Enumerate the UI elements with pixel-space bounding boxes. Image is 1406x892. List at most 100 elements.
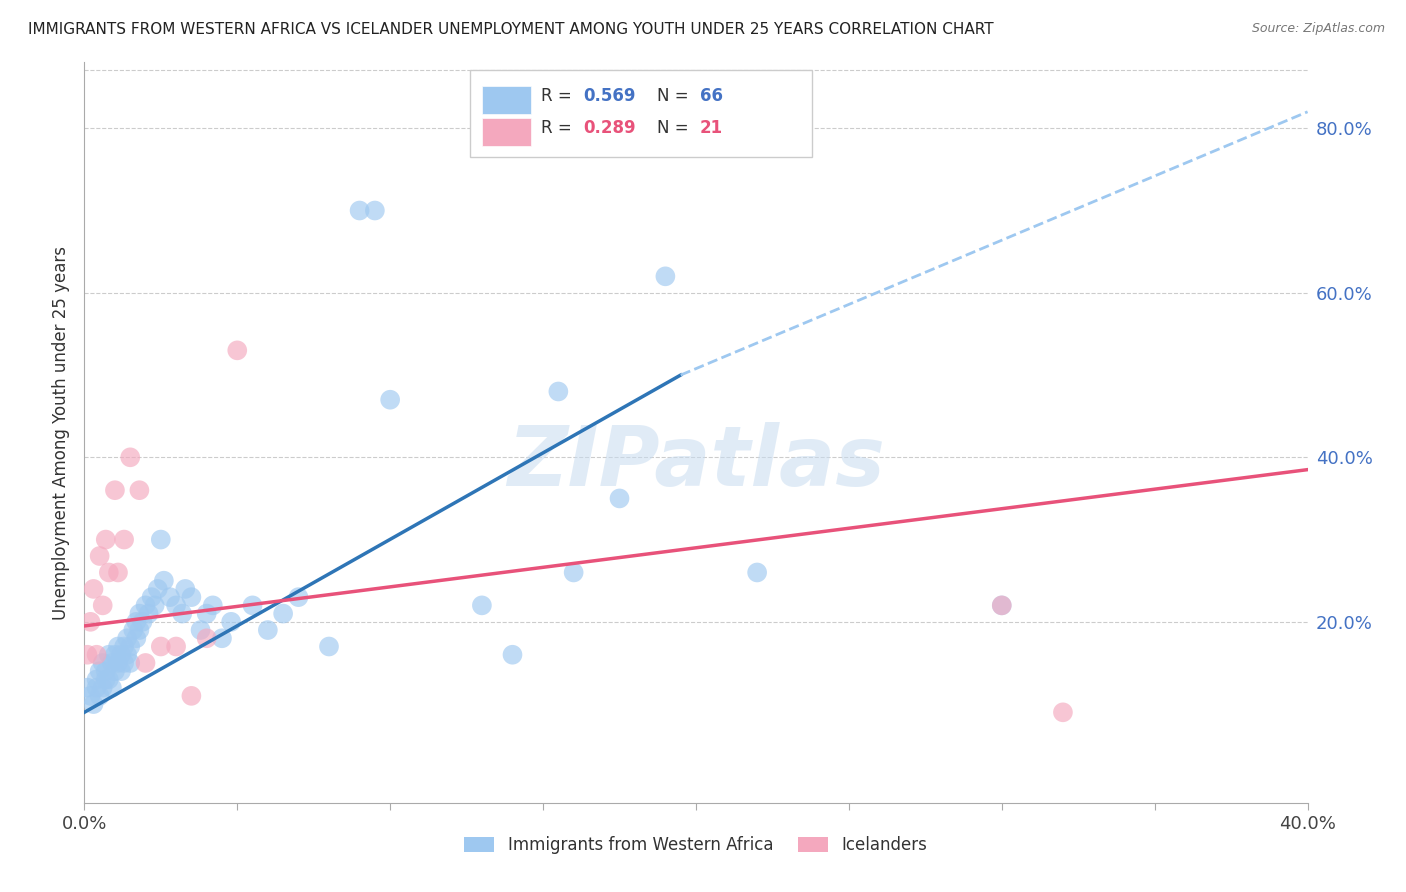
FancyBboxPatch shape xyxy=(482,118,531,146)
Point xyxy=(83,697,105,711)
Point xyxy=(125,615,148,629)
Point xyxy=(364,203,387,218)
Point xyxy=(128,483,150,498)
Text: R =: R = xyxy=(541,120,576,137)
Point xyxy=(107,656,129,670)
Point xyxy=(94,533,117,547)
Legend: Immigrants from Western Africa, Icelanders: Immigrants from Western Africa, Icelande… xyxy=(458,830,934,861)
Point xyxy=(112,533,135,547)
Point xyxy=(79,615,101,629)
Point xyxy=(195,607,218,621)
Y-axis label: Unemployment Among Youth under 25 years: Unemployment Among Youth under 25 years xyxy=(52,245,70,620)
Point xyxy=(104,664,127,678)
Point xyxy=(110,648,132,662)
Point xyxy=(138,607,160,621)
Point xyxy=(97,673,120,687)
Point xyxy=(219,615,242,629)
Point xyxy=(153,574,176,588)
Point xyxy=(143,599,166,613)
Point xyxy=(91,599,114,613)
Point xyxy=(211,632,233,646)
Point xyxy=(190,623,212,637)
Point xyxy=(287,590,309,604)
Point xyxy=(242,599,264,613)
Point xyxy=(146,582,169,596)
Point xyxy=(318,640,340,654)
Point xyxy=(141,590,163,604)
Point xyxy=(654,269,676,284)
Point xyxy=(562,566,585,580)
Point xyxy=(76,681,98,695)
Point xyxy=(104,648,127,662)
Point xyxy=(89,549,111,563)
Point xyxy=(149,640,172,654)
Point xyxy=(349,203,371,218)
Text: ZIPatlas: ZIPatlas xyxy=(508,422,884,503)
Point xyxy=(115,632,138,646)
Point xyxy=(120,656,142,670)
Point xyxy=(94,664,117,678)
Point xyxy=(747,566,769,580)
Text: N =: N = xyxy=(657,120,693,137)
Point xyxy=(101,656,124,670)
Point xyxy=(104,483,127,498)
FancyBboxPatch shape xyxy=(482,87,531,114)
Point xyxy=(86,648,108,662)
Point xyxy=(107,566,129,580)
Point xyxy=(97,648,120,662)
Point xyxy=(159,590,181,604)
Point xyxy=(79,689,101,703)
Point xyxy=(257,623,280,637)
Point xyxy=(180,689,202,703)
Point xyxy=(89,689,111,703)
Point xyxy=(135,656,157,670)
Point xyxy=(226,343,249,358)
Point xyxy=(271,607,294,621)
Point xyxy=(76,648,98,662)
Point xyxy=(110,664,132,678)
Point xyxy=(502,648,524,662)
Point xyxy=(91,681,114,695)
Point xyxy=(120,640,142,654)
Point xyxy=(86,681,108,695)
Point xyxy=(128,607,150,621)
Point xyxy=(91,656,114,670)
Text: IMMIGRANTS FROM WESTERN AFRICA VS ICELANDER UNEMPLOYMENT AMONG YOUTH UNDER 25 YE: IMMIGRANTS FROM WESTERN AFRICA VS ICELAN… xyxy=(28,22,994,37)
FancyBboxPatch shape xyxy=(470,70,813,157)
Point xyxy=(86,673,108,687)
Point xyxy=(107,640,129,654)
Point xyxy=(94,673,117,687)
Point xyxy=(115,648,138,662)
Point xyxy=(83,582,105,596)
Text: 66: 66 xyxy=(700,87,723,105)
Point xyxy=(471,599,494,613)
Point xyxy=(165,640,187,654)
Text: 0.289: 0.289 xyxy=(583,120,636,137)
Point xyxy=(165,599,187,613)
Text: N =: N = xyxy=(657,87,693,105)
Point xyxy=(101,681,124,695)
Point xyxy=(122,623,145,637)
Text: Source: ZipAtlas.com: Source: ZipAtlas.com xyxy=(1251,22,1385,36)
Point xyxy=(89,664,111,678)
Point xyxy=(991,599,1014,613)
Point xyxy=(991,599,1014,613)
Point xyxy=(131,615,153,629)
Point xyxy=(1052,706,1074,720)
Text: 21: 21 xyxy=(700,120,723,137)
Point xyxy=(174,582,197,596)
Point xyxy=(180,590,202,604)
Point xyxy=(172,607,194,621)
Point xyxy=(128,623,150,637)
Point xyxy=(112,656,135,670)
Point xyxy=(97,566,120,580)
Point xyxy=(120,450,142,465)
Text: 0.569: 0.569 xyxy=(583,87,636,105)
Point xyxy=(547,384,569,399)
Point xyxy=(609,491,631,506)
Point xyxy=(125,632,148,646)
Point xyxy=(149,533,172,547)
Point xyxy=(112,640,135,654)
Point xyxy=(135,599,157,613)
Point xyxy=(195,632,218,646)
